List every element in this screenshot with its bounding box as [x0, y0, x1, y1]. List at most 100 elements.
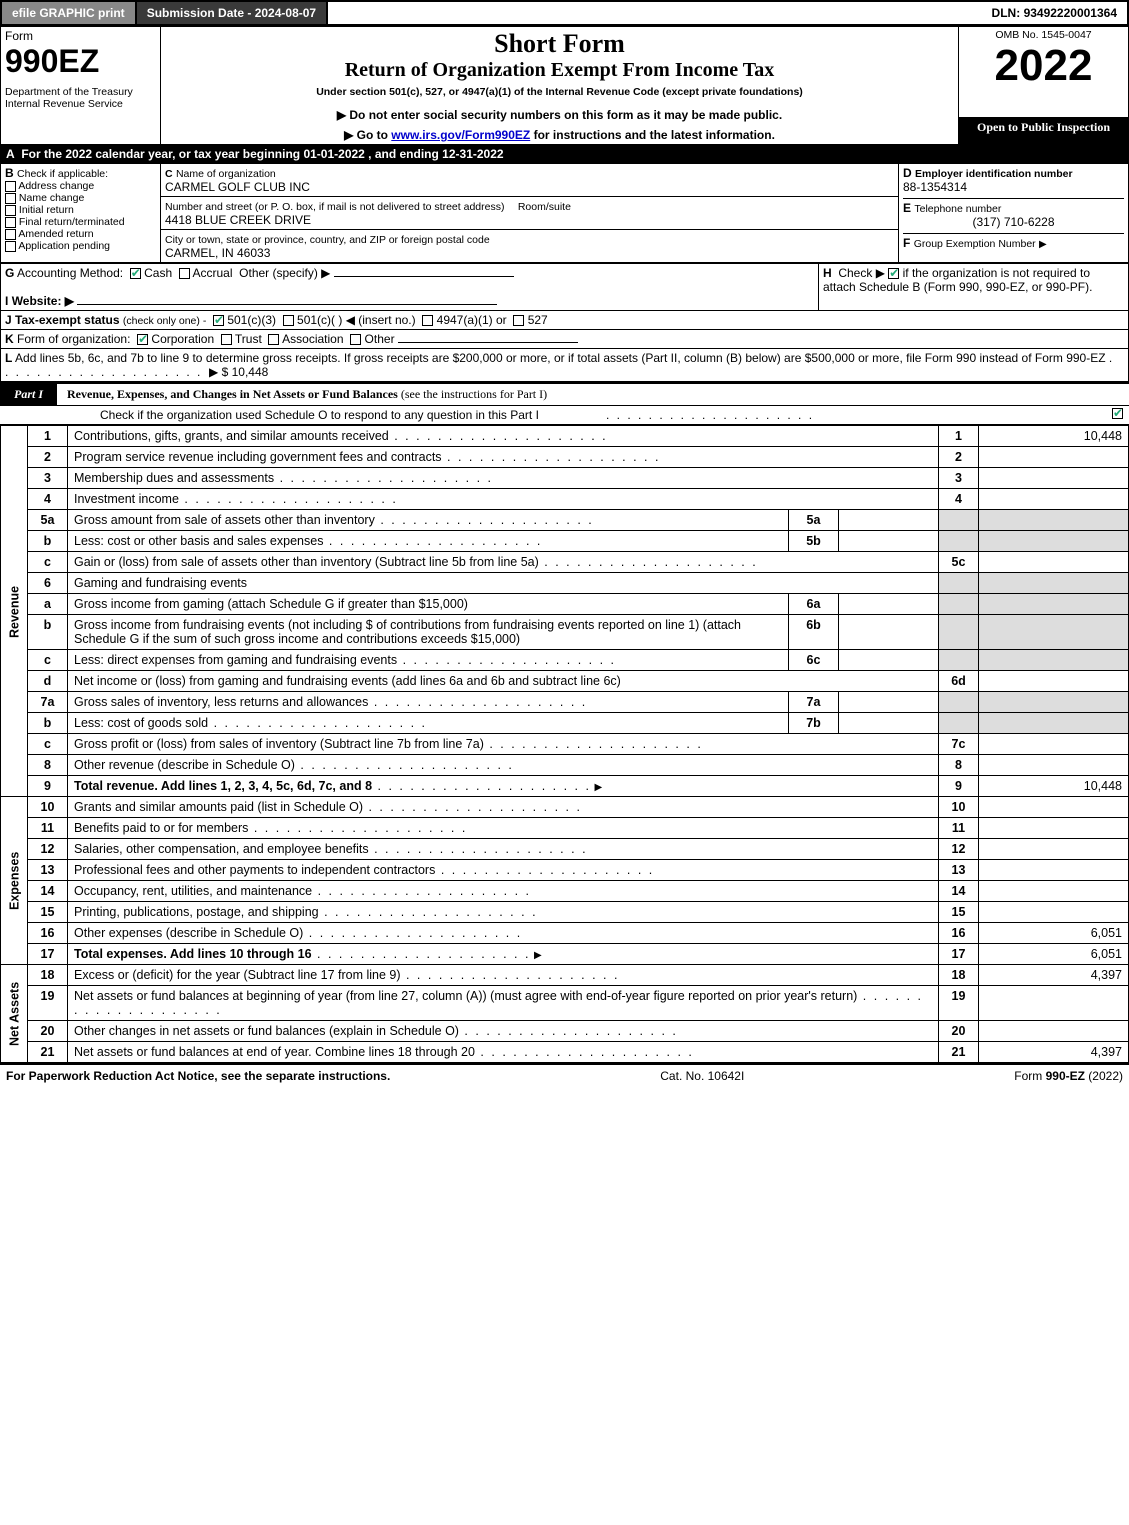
- footer-mid: Cat. No. 10642I: [660, 1069, 744, 1083]
- line-6a: Gross income from gaming (attach Schedul…: [74, 597, 468, 611]
- line-20: Other changes in net assets or fund bala…: [74, 1024, 459, 1038]
- amt-20: [979, 1021, 1129, 1042]
- d-label: Employer identification number: [915, 168, 1073, 180]
- rnum-7c: 7c: [939, 734, 979, 755]
- checkbox-icon[interactable]: [137, 334, 148, 345]
- rnum-11: 11: [939, 818, 979, 839]
- checkbox-icon[interactable]: [350, 334, 361, 345]
- k-opt-1: Trust: [235, 332, 262, 346]
- sv-6b: [839, 615, 939, 650]
- rnum-13: 13: [939, 860, 979, 881]
- checkbox-icon[interactable]: [5, 229, 16, 240]
- subtitle: Under section 501(c), 527, or 4947(a)(1)…: [165, 86, 954, 98]
- page-footer: For Paperwork Reduction Act Notice, see …: [0, 1063, 1129, 1087]
- line-12: Salaries, other compensation, and employ…: [74, 842, 369, 856]
- phone-value: (317) 710-6228: [903, 215, 1124, 229]
- c-city-label: City or town, state or province, country…: [165, 234, 490, 246]
- section-a-text: For the 2022 calendar year, or tax year …: [21, 147, 503, 161]
- line-2: Program service revenue including govern…: [74, 450, 442, 464]
- rnum-9: 9: [939, 776, 979, 797]
- sn-6c: 6c: [789, 650, 839, 671]
- efile-print-button[interactable]: efile GRAPHIC print: [2, 2, 137, 24]
- checkbox-icon[interactable]: [130, 268, 141, 279]
- rnum-8: 8: [939, 755, 979, 776]
- line-5b: Less: cost or other basis and sales expe…: [74, 534, 323, 548]
- arrow-icon: [594, 779, 602, 793]
- arrow-icon: [534, 947, 542, 961]
- line-10: Grants and similar amounts paid (list in…: [74, 800, 363, 814]
- line-8: Other revenue (describe in Schedule O): [74, 758, 295, 772]
- b-opt-5: Application pending: [18, 240, 110, 252]
- b-opt-0: Address change: [18, 180, 94, 192]
- checkbox-icon[interactable]: [5, 241, 16, 252]
- sn-5a: 5a: [789, 510, 839, 531]
- org-name: CARMEL GOLF CLUB INC: [165, 180, 310, 194]
- line-1: Contributions, gifts, grants, and simila…: [74, 429, 389, 443]
- rnum-3: 3: [939, 468, 979, 489]
- irs-link[interactable]: www.irs.gov/Form990EZ: [391, 128, 530, 142]
- k-opt-2: Association: [282, 332, 343, 346]
- sv-6a: [839, 594, 939, 615]
- checkbox-icon[interactable]: [221, 334, 232, 345]
- amt-11: [979, 818, 1129, 839]
- website-input[interactable]: [77, 304, 497, 305]
- k-label: Form of organization:: [17, 332, 130, 346]
- org-city: CARMEL, IN 46033: [165, 246, 270, 260]
- top-bar: efile GRAPHIC print Submission Date - 20…: [0, 0, 1129, 26]
- checkbox-icon[interactable]: [268, 334, 279, 345]
- l-text: Add lines 5b, 6c, and 7b to line 9 to de…: [15, 351, 1106, 365]
- dln-label: DLN:: [992, 6, 1021, 20]
- amt-7c: [979, 734, 1129, 755]
- org-street: 4418 BLUE CREEK DRIVE: [165, 213, 311, 227]
- part1-check-row: Check if the organization used Schedule …: [0, 406, 1129, 425]
- checkbox-icon[interactable]: [5, 193, 16, 204]
- checkbox-icon[interactable]: [422, 315, 433, 326]
- sv-5a: [839, 510, 939, 531]
- footer-left: For Paperwork Reduction Act Notice, see …: [6, 1069, 390, 1083]
- checkbox-icon[interactable]: [888, 268, 899, 279]
- amt-17: 6,051: [979, 944, 1129, 965]
- amt-16: 6,051: [979, 923, 1129, 944]
- rnum-2: 2: [939, 447, 979, 468]
- b-opt-4: Amended return: [18, 228, 93, 240]
- short-form-title: Short Form: [165, 29, 954, 59]
- line-7b: Less: cost of goods sold: [74, 716, 208, 730]
- submission-date-button[interactable]: Submission Date - 2024-08-07: [137, 2, 328, 24]
- amt-10: [979, 797, 1129, 818]
- checkbox-icon[interactable]: [5, 181, 16, 192]
- c-room-label: Room/suite: [518, 201, 571, 213]
- checkbox-icon[interactable]: [213, 315, 224, 326]
- line-6c: Less: direct expenses from gaming and fu…: [74, 653, 397, 667]
- amt-1: 10,448: [979, 426, 1129, 447]
- k-opt-0: Corporation: [151, 332, 214, 346]
- j-hint: (check only one) -: [123, 315, 206, 327]
- line-16: Other expenses (describe in Schedule O): [74, 926, 303, 940]
- checkbox-icon[interactable]: [1112, 408, 1123, 419]
- checkbox-icon[interactable]: [179, 268, 190, 279]
- k-other-input[interactable]: [398, 342, 578, 343]
- revenue-label: Revenue: [1, 426, 28, 797]
- ein-value: 88-1354314: [903, 180, 1124, 194]
- checkbox-icon[interactable]: [283, 315, 294, 326]
- expenses-label: Expenses: [1, 797, 28, 965]
- b-opt-3: Final return/terminated: [19, 216, 125, 228]
- line-5c: Gain or (loss) from sale of assets other…: [74, 555, 539, 569]
- checkbox-icon[interactable]: [5, 217, 16, 228]
- bullet2-post: for instructions and the latest informat…: [534, 128, 775, 142]
- form-header: Form 990EZ Department of the Treasury In…: [0, 26, 1129, 145]
- sn-6b: 6b: [789, 615, 839, 650]
- irs-label: Internal Revenue Service: [5, 98, 156, 110]
- j-label: Tax-exempt status: [15, 313, 119, 327]
- checkbox-icon[interactable]: [5, 205, 16, 216]
- line-6d: Net income or (loss) from gaming and fun…: [74, 674, 621, 688]
- rnum-5c: 5c: [939, 552, 979, 573]
- g-other-input[interactable]: [334, 276, 514, 277]
- amt-6d: [979, 671, 1129, 692]
- checkbox-icon[interactable]: [513, 315, 524, 326]
- rnum-15: 15: [939, 902, 979, 923]
- line-7a: Gross sales of inventory, less returns a…: [74, 695, 368, 709]
- netassets-label: Net Assets: [1, 965, 28, 1063]
- amt-21: 4,397: [979, 1042, 1129, 1063]
- bullet-link: ▶ Go to www.irs.gov/Form990EZ for instru…: [165, 128, 954, 142]
- line-11: Benefits paid to or for members: [74, 821, 248, 835]
